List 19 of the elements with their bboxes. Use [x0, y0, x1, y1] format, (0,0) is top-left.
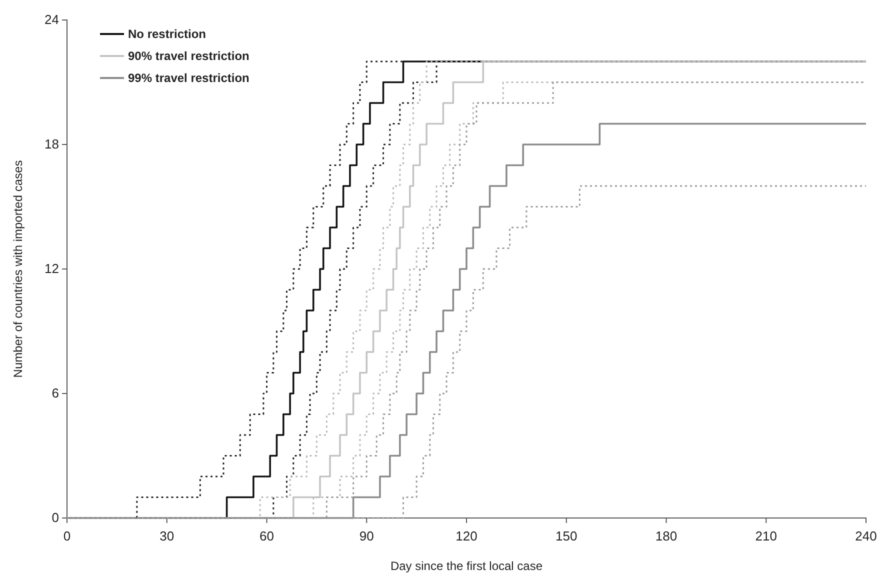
- x-tick-label: 150: [556, 528, 578, 544]
- legend-label: 90% travel restriction: [128, 49, 250, 63]
- x-tick-label: 120: [456, 528, 478, 544]
- x-tick-label: 240: [855, 528, 877, 544]
- x-tick-label: 0: [63, 528, 71, 544]
- y-axis-title: Number of countries with imported cases: [11, 160, 25, 378]
- y-tick-label: 0: [52, 510, 59, 526]
- x-axis-title: Day since the first local case: [390, 559, 543, 573]
- y-tick-label: 6: [52, 386, 59, 401]
- x-tick-label: 30: [160, 528, 174, 544]
- x-tick-label: 180: [655, 528, 678, 544]
- legend-label: No restriction: [128, 27, 206, 41]
- y-tick-label: 12: [44, 261, 59, 276]
- x-tick-label: 90: [359, 528, 374, 544]
- x-tick-label: 60: [260, 528, 274, 544]
- x-tick-label: 210: [755, 528, 777, 544]
- legend-label: 99% travel restriction: [128, 71, 250, 85]
- y-tick-label: 18: [44, 136, 59, 152]
- y-tick-label: 24: [44, 12, 59, 28]
